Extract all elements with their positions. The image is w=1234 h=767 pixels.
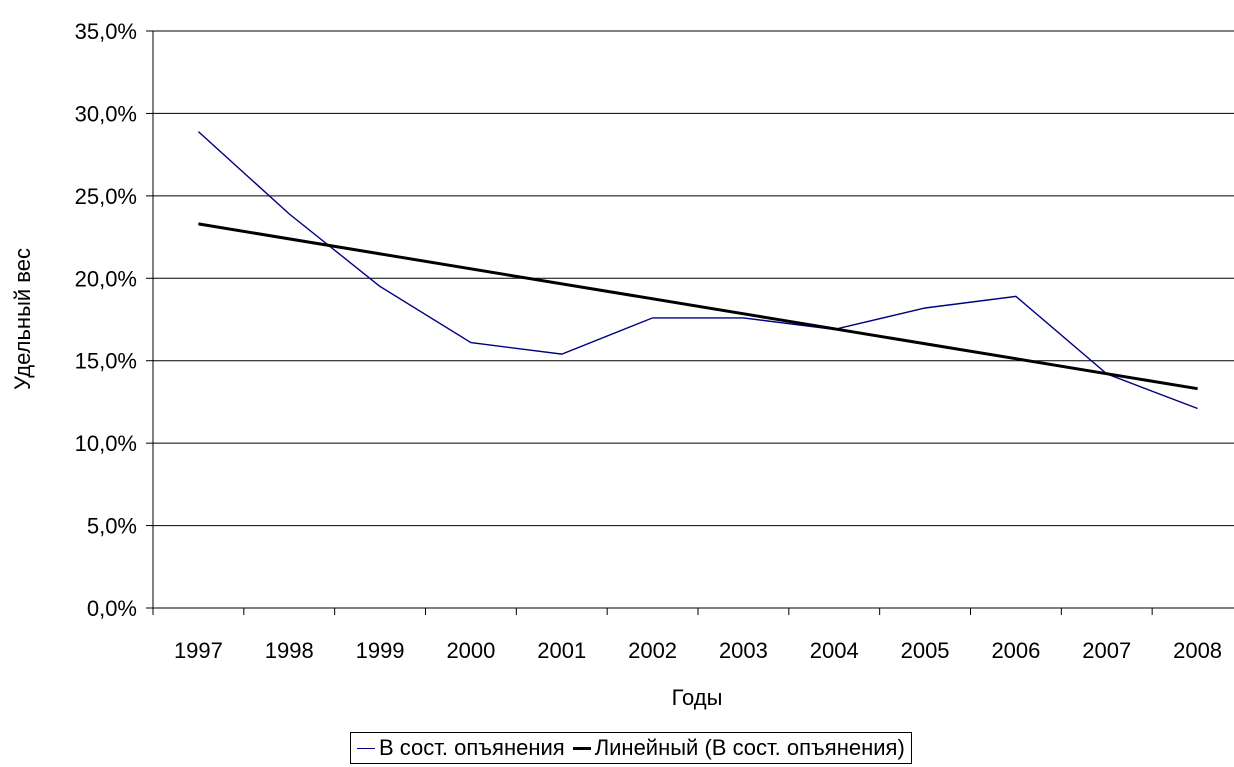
- x-tick-label: 1997: [174, 638, 223, 663]
- legend-swatch-series: [357, 747, 375, 749]
- y-tick-label: 10,0%: [75, 431, 137, 456]
- series-lines: [197, 131, 1198, 410]
- x-tick-label: 2000: [446, 638, 495, 663]
- x-tick-label: 2003: [719, 638, 768, 663]
- trendline-series: [198, 222, 1198, 391]
- legend-swatch-trendline: [572, 746, 591, 750]
- data-series-line: [197, 131, 1198, 410]
- x-tick-label: 2006: [991, 638, 1040, 663]
- y-tick-label: 0,0%: [87, 596, 137, 621]
- legend-label-trendline: Линейный (В сост. опъянения): [594, 735, 905, 760]
- legend-item-series: В сост. опъянения: [357, 735, 565, 761]
- x-tick-label: 1998: [265, 638, 314, 663]
- y-tick-label: 20,0%: [75, 266, 137, 291]
- y-tick-label: 30,0%: [75, 101, 137, 126]
- x-axis-title: Годы: [672, 685, 723, 710]
- y-tick-label: 15,0%: [75, 349, 137, 374]
- chart-legend: В сост. опъянения Линейный (В сост. опъя…: [350, 732, 912, 764]
- x-tick-label: 2002: [628, 638, 677, 663]
- x-tick-label: 2005: [901, 638, 950, 663]
- legend-label-series: В сост. опъянения: [379, 735, 565, 760]
- x-tick-label: 2001: [537, 638, 586, 663]
- x-tick-label: 2007: [1082, 638, 1131, 663]
- y-tick-label: 25,0%: [75, 184, 137, 209]
- x-tick-label: 2008: [1173, 638, 1222, 663]
- legend-item-trendline: Линейный (В сост. опъянения): [572, 735, 905, 761]
- y-tick-label: 5,0%: [87, 514, 137, 539]
- y-tick-labels: 0,0% 5,0% 10,0% 15,0% 20,0% 25,0% 30,0% 35,0%: [75, 19, 137, 621]
- y-tick-label: 35,0%: [75, 19, 137, 44]
- gridlines: [153, 30, 1234, 527]
- x-tick-labels: 1997 1998 1999 2000 2001 2002 2003 2004 2005 2006…: [174, 638, 1222, 663]
- axes: [146, 30, 1234, 615]
- x-tick-label: 2004: [810, 638, 859, 663]
- y-axis-title: Удельный вес: [10, 248, 35, 390]
- x-tick-label: 1999: [356, 638, 405, 663]
